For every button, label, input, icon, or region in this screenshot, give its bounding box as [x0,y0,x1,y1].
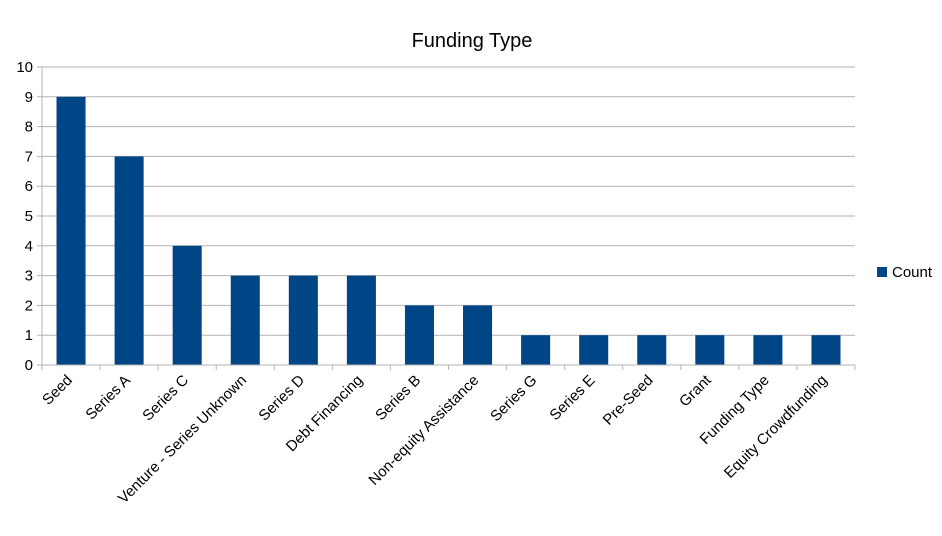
y-tick-label: 1 [25,327,33,344]
bar [230,275,260,365]
bar [346,275,376,365]
legend-label: Count [892,264,933,281]
y-tick-label: 7 [25,148,33,165]
x-tick-label: Series E [546,372,598,424]
x-tick-label: Series B [372,372,424,424]
y-tick-label: 3 [25,268,33,285]
bar [811,335,841,365]
bar [695,335,725,365]
y-tick-label: 4 [25,238,33,255]
gridlines [42,66,855,366]
y-tick-label: 6 [25,178,33,195]
bar [753,335,783,365]
bars [56,96,841,366]
x-tick-label: Non-equity Assistance [365,372,482,489]
axes [41,67,855,366]
y-tick-label: 9 [25,89,33,106]
x-tick-label: Grant [676,371,715,410]
legend: Count [877,264,933,281]
y-tick-label: 5 [25,208,33,225]
chart-title: Funding Type [412,30,533,52]
y-axis-ticks: 0 1 2 3 4 5 6 7 8 9 10 [16,59,42,374]
y-tick-label: 10 [16,59,33,76]
bar [114,156,144,365]
y-tick-label: 2 [25,297,33,314]
bar [404,305,434,365]
bar [637,335,667,365]
legend-swatch [877,267,887,277]
y-tick-label: 8 [25,119,33,136]
x-tick-label: Series A [82,372,134,424]
bar [288,275,318,365]
x-tick-label: Seed [39,372,76,409]
x-tick-label: Series G [487,372,540,425]
x-tick-label: Pre-Seed [600,372,657,429]
y-tick-label: 0 [25,357,33,374]
bar [172,245,202,365]
x-tick-label: Series D [255,372,308,425]
bar [463,305,493,365]
bar [521,335,551,365]
bar [579,335,609,365]
x-tick-label: Equity Crowdfunding [721,372,831,482]
bar [56,96,86,366]
x-tick-label: Series C [139,372,192,425]
